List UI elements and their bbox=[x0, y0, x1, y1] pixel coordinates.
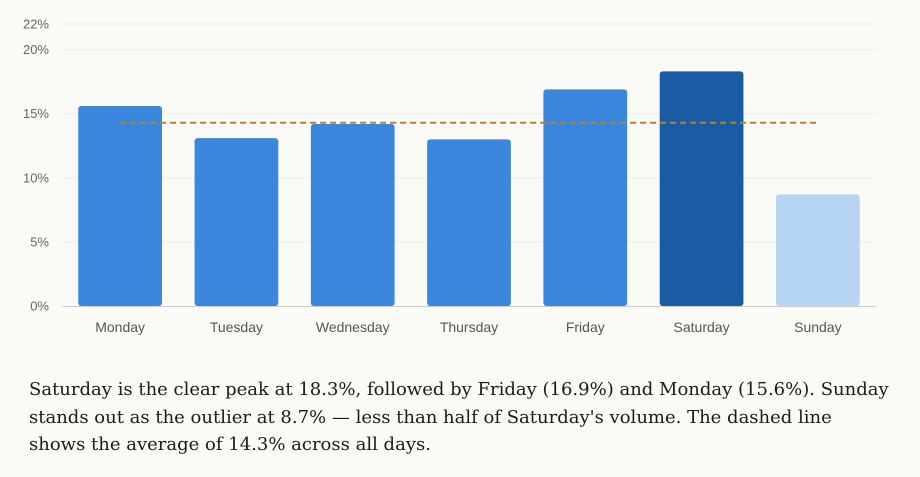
bar-friday bbox=[543, 89, 628, 306]
y-tick-label: 0% bbox=[30, 299, 49, 314]
bar-sunday bbox=[775, 194, 860, 306]
y-tick-label: 10% bbox=[23, 170, 49, 185]
x-tick-label-thursday: Thursday bbox=[440, 319, 498, 335]
y-tick-label: 22% bbox=[23, 17, 49, 32]
bar-thursday bbox=[427, 139, 511, 306]
x-tick-label-monday: Monday bbox=[95, 319, 145, 335]
y-tick-label: 5% bbox=[30, 234, 49, 249]
x-tick-label-friday: Friday bbox=[566, 319, 605, 335]
bar-chart: 0% 5% 10% 15% 20% 22% Monday Tuesday Wednesday T… bbox=[23, 17, 876, 335]
x-tick-label-sunday: Sunday bbox=[794, 319, 841, 335]
x-tick-label-saturday: Saturday bbox=[674, 319, 730, 335]
y-axis-ticks: 0% 5% 10% 15% 20% 22% bbox=[23, 17, 49, 314]
bars bbox=[78, 71, 860, 307]
bar-wednesday bbox=[310, 123, 395, 307]
x-axis-labels: Monday Tuesday Wednesday Thursday Friday Satu… bbox=[95, 319, 841, 335]
chart-caption: Saturday is the clear peak at 18.3%, fol… bbox=[29, 379, 889, 455]
bar-tuesday bbox=[194, 138, 279, 306]
y-tick-label: 15% bbox=[23, 106, 49, 121]
bar-saturday bbox=[659, 71, 744, 306]
x-tick-label-wednesday: Wednesday bbox=[316, 319, 390, 335]
x-tick-label-tuesday: Tuesday bbox=[210, 319, 263, 335]
bar-monday bbox=[78, 106, 163, 306]
y-tick-label: 20% bbox=[23, 42, 49, 57]
